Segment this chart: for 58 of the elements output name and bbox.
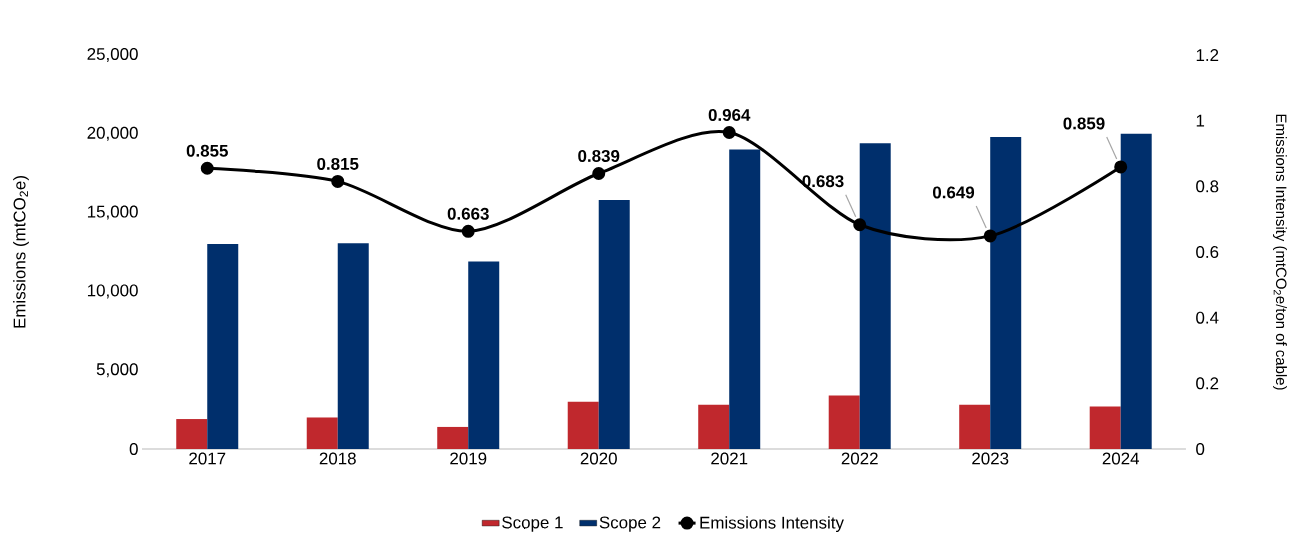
point — [853, 218, 867, 232]
bar — [859, 143, 891, 449]
x-tick-label: 2023 — [972, 452, 1009, 465]
y2-tick-label: 1 — [1196, 114, 1205, 127]
y-tick-label: 25,000 — [87, 48, 138, 62]
data-label: 0.649 — [932, 186, 975, 199]
y2-tick-label: 0 — [1196, 443, 1205, 455]
bar — [207, 244, 239, 449]
y-tick-label: 5,000 — [96, 363, 138, 378]
x-tick-label: 2017 — [189, 452, 226, 465]
x-tick-label: 2018 — [319, 452, 356, 465]
y2-tick-label: 0.8 — [1196, 180, 1219, 193]
x-tick-label: 2021 — [711, 452, 748, 465]
bar — [698, 404, 730, 449]
point — [461, 224, 475, 238]
y-tick-label: 10,000 — [87, 284, 138, 299]
y2-axis-title: Emissions Intensity (mtCO$_{2}$e/ton of cable) — [1273, 114, 1287, 390]
legend-label: Scope 1 — [502, 516, 563, 532]
bar — [176, 419, 208, 449]
bar — [828, 395, 860, 449]
data-label: 0.855 — [186, 144, 228, 157]
bar — [959, 404, 991, 449]
point — [331, 174, 345, 188]
point — [722, 125, 736, 139]
y2-tick-label: 0.2 — [1196, 377, 1219, 390]
data-label: 0.859 — [1063, 117, 1105, 130]
data-label: 0.663 — [447, 207, 489, 220]
y2-tick-label: 0.6 — [1196, 246, 1219, 258]
bar — [729, 149, 761, 449]
data-label: 0.683 — [802, 175, 844, 188]
data-label: 0.964 — [708, 108, 751, 121]
x-tick-label: 2024 — [1102, 452, 1140, 465]
point — [592, 167, 606, 181]
y-tick-label: 15,000 — [87, 205, 138, 220]
data-label: 0.815 — [317, 157, 359, 170]
bar — [1089, 406, 1121, 449]
bar — [990, 136, 1022, 449]
bar — [306, 417, 338, 449]
bar — [598, 199, 630, 449]
point — [200, 161, 214, 175]
legend-label: Scope 2 — [599, 516, 661, 532]
y-tick-label: 0 — [129, 443, 138, 455]
bar — [437, 426, 469, 449]
x-tick-label: 2020 — [580, 452, 617, 465]
bar — [337, 243, 369, 449]
point — [1114, 160, 1128, 174]
y-tick-label: 20,000 — [87, 126, 138, 141]
bar — [567, 401, 599, 449]
bar — [468, 261, 500, 449]
x-tick-label: 2019 — [450, 452, 487, 465]
point — [983, 229, 997, 243]
data-label: 0.839 — [578, 149, 620, 162]
x-tick-label: 2022 — [841, 452, 878, 465]
bar — [1120, 133, 1152, 449]
y2-tick-label: 0.4 — [1196, 311, 1219, 324]
legend-label: Emissions Intensity — [700, 516, 844, 533]
y2-tick-label: 1.2 — [1196, 49, 1219, 61]
y-axis-title: Emissions (mtCO$_{2}$e) — [13, 176, 29, 328]
